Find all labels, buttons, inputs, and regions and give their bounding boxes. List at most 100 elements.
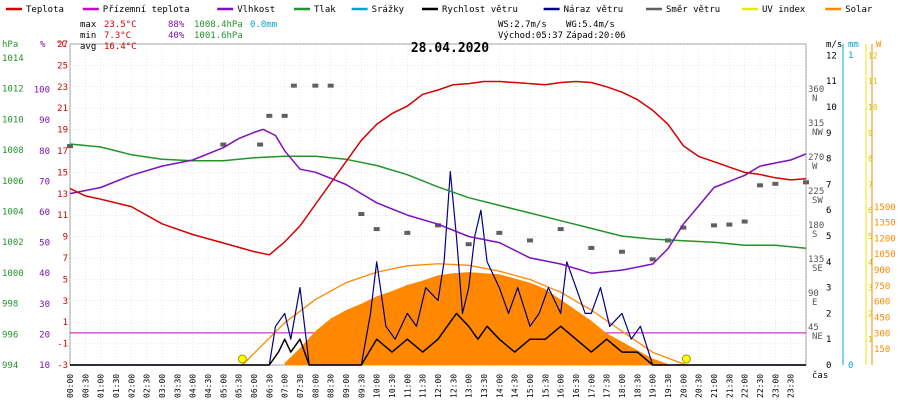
- w-tick-label: 150: [874, 345, 890, 355]
- hpa-tick-label: 996: [2, 330, 18, 340]
- stats-max-label: max: [80, 20, 97, 30]
- x-tick-label: 05:30: [235, 374, 244, 398]
- x-tick-label: 02:00: [127, 374, 136, 398]
- wind-dir-tick-degree: 270: [808, 153, 824, 163]
- w-tick-label: 1200: [874, 234, 896, 244]
- ms-tick-label: 11: [826, 77, 837, 87]
- uv-tick-label: 3: [868, 284, 873, 293]
- legend-label: Přízemní teplota: [103, 5, 190, 15]
- pct-tick-label: 50: [39, 239, 50, 249]
- mm-tick-label: 1: [848, 51, 853, 61]
- wind-direction-point: [557, 227, 564, 232]
- sunset-marker: [681, 354, 691, 364]
- legend-label: Směr větru: [666, 5, 720, 15]
- x-tick-label: 22:30: [756, 374, 765, 398]
- temp-tick-label: 3: [63, 297, 68, 307]
- x-tick-label: 03:30: [173, 374, 182, 398]
- ms-tick-label: 3: [826, 284, 831, 294]
- uv-tick-label: 12: [868, 51, 878, 60]
- temp-tick-label: 7: [63, 254, 68, 264]
- x-tick-label: 17:30: [603, 374, 612, 398]
- x-tick-label: 07:00: [281, 374, 290, 398]
- pct-tick-label: 30: [39, 300, 50, 310]
- mm-axis-unit: mm: [848, 40, 859, 50]
- pct-tick-label: 40: [39, 269, 50, 279]
- ms-tick-label: 10: [826, 103, 837, 113]
- wind-dir-tick-degree: 135: [808, 255, 824, 265]
- wind-dir-tick-label: E: [812, 298, 817, 308]
- wind-direction-point: [772, 181, 779, 186]
- temp-tick-label: 1: [63, 318, 68, 328]
- x-axis-label: čas: [812, 370, 828, 381]
- stats-wg: WG:5.4m/s: [566, 20, 615, 30]
- wind-direction-point: [257, 142, 264, 147]
- stats-max-temp: 23.5°C: [104, 20, 137, 30]
- x-tick-label: 03:00: [158, 374, 167, 398]
- x-tick-label: 15:30: [541, 374, 550, 398]
- x-tick-label: 13:30: [480, 374, 489, 398]
- x-tick-label: 11:00: [403, 374, 412, 398]
- stats-max-hum: 88%: [168, 20, 185, 30]
- wind-dir-tick-label: SE: [812, 264, 823, 274]
- legend-label: Vlhkost: [237, 5, 275, 15]
- wind-direction-point: [527, 238, 533, 243]
- wind-direction-point: [266, 113, 273, 118]
- x-tick-label: 20:30: [695, 374, 704, 398]
- wind-direction-point: [465, 242, 472, 247]
- temp-tick-label: 17: [57, 147, 68, 157]
- wind-direction-point: [757, 183, 763, 188]
- uv-tick-label: 2: [868, 309, 873, 318]
- series-temperature: [69, 80, 807, 256]
- wind-direction-point: [680, 225, 687, 230]
- hpa-tick-label: 1000: [2, 269, 24, 279]
- wind-direction-point: [373, 227, 380, 232]
- legend-label: Teplota: [26, 5, 64, 15]
- temp-tick-label: 21: [57, 104, 68, 114]
- uv-tick-label: 10: [868, 103, 878, 112]
- uv-tick-label: 8: [868, 155, 873, 164]
- temp-tick-label: 27: [57, 40, 68, 50]
- ms-tick-label: 0: [826, 361, 831, 371]
- x-tick-label: 19:00: [649, 374, 658, 398]
- x-tick-label: 15:00: [526, 374, 535, 398]
- wind-direction-point: [67, 144, 73, 149]
- x-tick-label: 12:30: [449, 374, 458, 398]
- hpa-tick-label: 1010: [2, 115, 24, 125]
- uv-tick-label: 4: [868, 258, 873, 267]
- wind-direction-point: [649, 257, 656, 262]
- wind-direction-point: [588, 245, 595, 250]
- wind-direction-point: [496, 230, 503, 235]
- w-tick-label: 1050: [874, 250, 896, 260]
- wind-dir-tick-degree: 360: [808, 85, 824, 95]
- w-tick-label: 300: [874, 329, 890, 339]
- x-tick-label: 01:30: [112, 374, 121, 398]
- temp-tick-label: -3: [57, 361, 68, 371]
- stats-avg-label: avg: [80, 42, 96, 52]
- ms-axis-unit: m/s: [826, 40, 842, 50]
- x-tick-label: 09:00: [342, 374, 351, 398]
- temp-tick-label: 23: [57, 83, 68, 93]
- stats-min-label: min: [80, 31, 96, 41]
- ms-tick-label: 7: [826, 180, 831, 190]
- legend-label: Náraz větru: [564, 5, 624, 15]
- w-axis-unit: W: [876, 40, 882, 50]
- sunrise-marker: [237, 354, 247, 364]
- hpa-tick-label: 1006: [2, 177, 24, 187]
- uv-tick-label: 5: [868, 232, 873, 241]
- stats-sunrise: Východ:05:37: [498, 31, 563, 41]
- temp-tick-label: -1: [57, 340, 68, 350]
- mm-tick-label: 0: [848, 361, 853, 371]
- stats-rain: 0.0mm: [250, 20, 277, 30]
- x-tick-label: 23:00: [771, 374, 780, 398]
- x-tick-label: 10:30: [388, 374, 397, 398]
- x-tick-label: 05:00: [219, 374, 228, 398]
- ms-tick-label: 6: [826, 206, 831, 216]
- x-tick-label: 07:30: [296, 374, 305, 398]
- uv-tick-label: 1: [868, 335, 873, 344]
- temp-tick-label: 9: [63, 233, 68, 243]
- hpa-tick-label: 998: [2, 300, 18, 310]
- w-tick-label: 1500: [874, 203, 896, 213]
- x-tick-label: 19:30: [664, 374, 673, 398]
- hpa-tick-label: 1008: [2, 146, 24, 156]
- hpa-tick-label: 994: [2, 361, 18, 371]
